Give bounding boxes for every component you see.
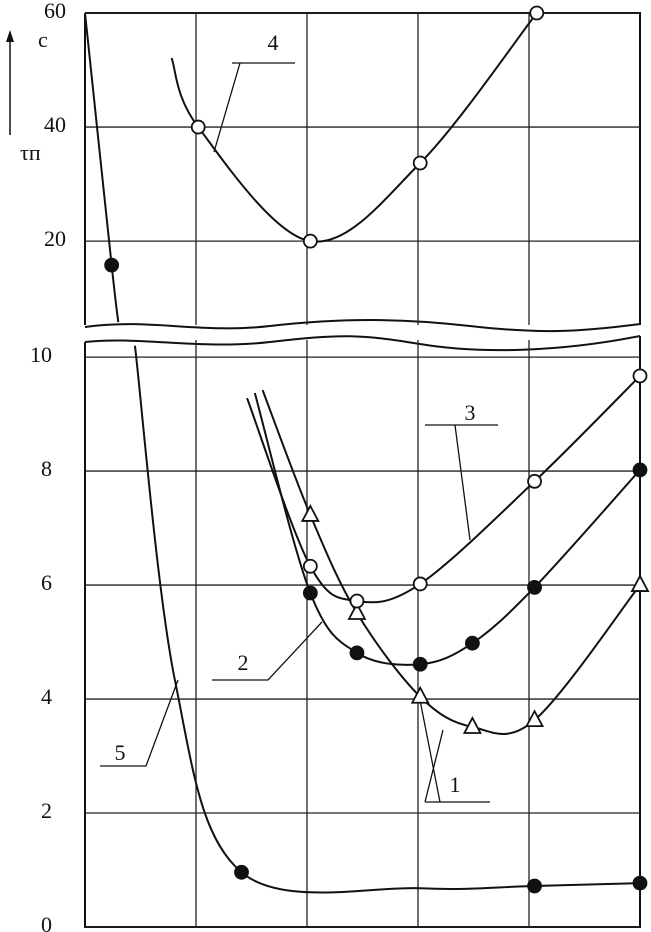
point-marker <box>632 875 648 891</box>
triangle-marker <box>410 685 430 704</box>
point-marker <box>412 155 428 171</box>
y-label: τп <box>20 140 41 165</box>
triangle-marker <box>525 709 545 728</box>
y-tick-label: 6 <box>41 570 52 595</box>
y-tick-label: 20 <box>44 226 66 251</box>
point-marker <box>349 645 365 661</box>
y-tick-label: 60 <box>44 0 66 23</box>
curve <box>246 375 640 604</box>
point-marker <box>527 878 542 894</box>
point-marker <box>190 119 206 135</box>
curve <box>133 345 640 894</box>
y-tick-label: 2 <box>41 798 52 823</box>
curve-label: 1 <box>450 772 461 797</box>
curve-label: 3 <box>465 400 476 425</box>
arrow-head <box>6 30 14 42</box>
y-tick-label: 4 <box>41 684 52 709</box>
break-line <box>84 335 641 352</box>
curve-label: 4 <box>268 30 279 55</box>
y-tick-label: 10 <box>30 342 52 367</box>
curve <box>261 389 640 735</box>
point-marker <box>302 558 318 574</box>
point-marker <box>529 5 545 21</box>
point-marker <box>632 368 648 384</box>
curve-label: 5 <box>115 740 126 765</box>
point-marker <box>104 257 120 273</box>
point-marker <box>412 576 428 592</box>
triangle-marker <box>300 504 320 522</box>
point-marker <box>527 473 542 489</box>
break-line <box>84 319 641 333</box>
curve <box>85 13 120 323</box>
y-tick-label: 40 <box>44 112 66 137</box>
point-marker <box>234 864 249 880</box>
y-tick-label: 0 <box>41 912 52 932</box>
triangle-marker <box>462 716 482 734</box>
point-marker <box>412 656 428 672</box>
y-tick-label: 8 <box>41 456 52 481</box>
point-marker <box>527 579 542 595</box>
triangle-marker <box>347 602 367 620</box>
leaders <box>100 62 498 803</box>
curve-label: 2 <box>238 650 249 675</box>
frames <box>6 12 641 928</box>
bottom-frame <box>84 336 641 928</box>
point-marker <box>464 635 480 651</box>
triangle-marker <box>630 574 650 592</box>
point-marker <box>349 593 365 609</box>
point-marker <box>302 233 318 249</box>
y-unit: c <box>38 27 48 52</box>
point-marker <box>302 585 318 601</box>
point-marker <box>632 462 648 478</box>
top-frame <box>84 12 641 325</box>
